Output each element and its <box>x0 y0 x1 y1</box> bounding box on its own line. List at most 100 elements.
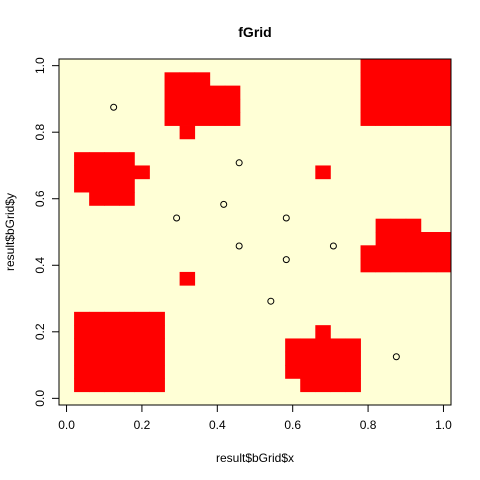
filled-cell <box>420 59 437 73</box>
filled-cell <box>435 59 452 73</box>
filled-cell <box>164 98 181 113</box>
filled-cell <box>435 85 452 100</box>
filled-cell <box>134 351 150 366</box>
data-point <box>392 353 400 361</box>
data-point <box>235 159 243 167</box>
filled-cell <box>179 98 196 113</box>
filled-cell <box>89 192 105 206</box>
filled-cell <box>74 165 90 180</box>
filled-cell <box>435 72 452 87</box>
filled-cell <box>390 72 407 87</box>
filled-cell <box>89 152 105 166</box>
filled-cell <box>134 165 150 180</box>
filled-cell <box>149 325 165 339</box>
filled-cell <box>149 311 165 326</box>
filled-cell <box>330 365 346 379</box>
filled-cell <box>89 325 105 339</box>
filled-cell <box>89 378 105 393</box>
filled-cell <box>375 85 392 100</box>
filled-cell <box>345 378 361 393</box>
filled-cell <box>74 378 90 393</box>
data-point <box>110 103 118 111</box>
filled-cell <box>179 72 196 87</box>
filled-cell <box>149 338 165 353</box>
filled-cell <box>375 232 392 246</box>
filled-cell <box>164 85 181 100</box>
filled-cell <box>89 165 105 180</box>
filled-cell <box>194 112 211 126</box>
filled-cell <box>74 178 90 193</box>
filled-cell <box>390 112 407 126</box>
filled-cell <box>360 258 377 273</box>
filled-cell <box>390 59 407 73</box>
filled-cell <box>300 338 316 353</box>
filled-cell <box>104 338 120 353</box>
filled-cell <box>360 98 377 113</box>
filled-cell <box>315 378 331 393</box>
filled-cell <box>149 365 165 379</box>
filled-cell <box>119 152 135 166</box>
filled-cell <box>420 245 437 260</box>
filled-cell <box>209 85 226 100</box>
filled-cell <box>435 232 452 246</box>
filled-cell <box>104 178 120 193</box>
data-point <box>235 242 243 250</box>
filled-cell <box>104 311 120 326</box>
filled-cell <box>405 218 422 233</box>
filled-cell <box>330 378 346 393</box>
filled-cell <box>104 351 120 366</box>
filled-cell <box>179 85 196 100</box>
x-tick-label: 0.2 <box>134 418 151 432</box>
filled-cell <box>104 192 120 206</box>
filled-cell <box>104 152 120 166</box>
filled-cell <box>74 365 90 379</box>
filled-cell <box>435 258 452 273</box>
filled-cell <box>89 351 105 366</box>
filled-cell <box>390 218 407 233</box>
data-point <box>329 242 337 250</box>
filled-cell <box>89 338 105 353</box>
filled-cell <box>315 365 331 379</box>
filled-cell <box>134 325 150 339</box>
filled-cell <box>119 365 135 379</box>
filled-cell <box>405 98 422 113</box>
filled-cell <box>119 192 135 206</box>
y-tick-label: 1.0 <box>33 57 47 74</box>
filled-cell <box>330 351 346 366</box>
filled-cell <box>209 112 226 126</box>
y-tick-label: 0.2 <box>33 323 47 340</box>
filled-cell <box>134 338 150 353</box>
filled-cell <box>209 98 226 113</box>
filled-cell <box>104 378 120 393</box>
filled-cell <box>74 338 90 353</box>
data-point <box>282 214 290 222</box>
x-tick-label: 1.0 <box>435 418 452 432</box>
filled-cell <box>119 311 135 326</box>
filled-cell <box>149 378 165 393</box>
x-tick-label: 0.4 <box>209 418 226 432</box>
x-tick-label: 0.6 <box>284 418 301 432</box>
filled-cell <box>405 245 422 260</box>
filled-cell <box>360 59 377 73</box>
filled-cell <box>104 365 120 379</box>
chart-title: fGrid <box>238 24 271 40</box>
filled-cell <box>420 98 437 113</box>
filled-cell <box>405 232 422 246</box>
filled-cell <box>405 85 422 100</box>
data-point <box>173 214 181 222</box>
filled-cell <box>375 258 392 273</box>
filled-cell <box>179 271 196 286</box>
filled-cell <box>224 112 241 126</box>
filled-cell <box>119 351 135 366</box>
y-axis: 0.0 0.2 0.4 0.6 0.8 1.0 <box>33 57 60 407</box>
filled-cell <box>74 311 90 326</box>
filled-cell <box>164 72 181 87</box>
y-tick-label: 0.4 <box>33 257 47 274</box>
filled-cell <box>300 378 316 393</box>
filled-cell <box>315 351 331 366</box>
filled-cell <box>194 85 211 100</box>
filled-cell <box>119 338 135 353</box>
filled-cell <box>179 112 196 126</box>
filled-cell <box>194 72 211 87</box>
